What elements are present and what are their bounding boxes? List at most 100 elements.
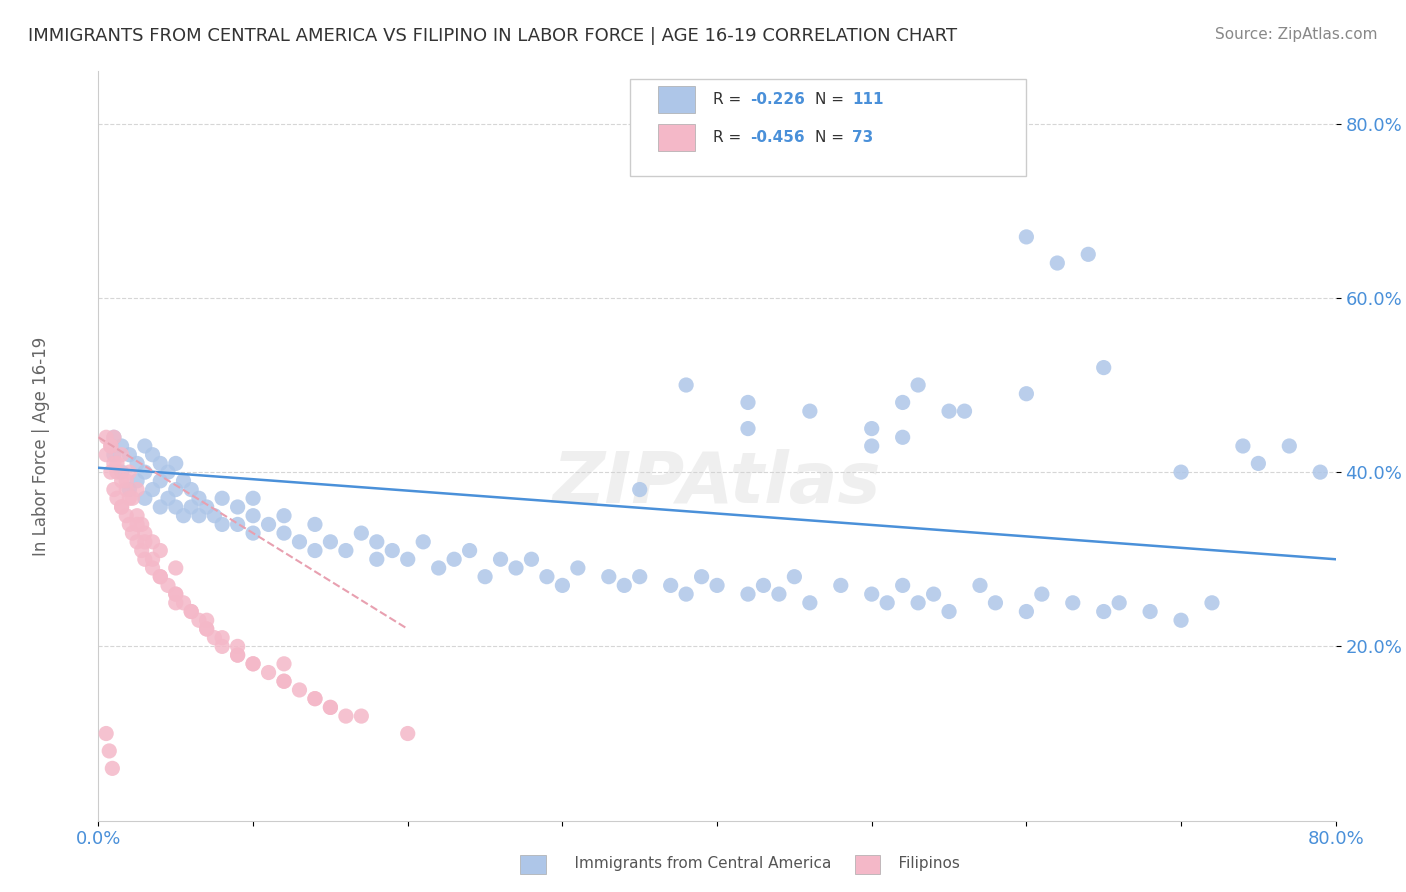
Point [907,378,929,392]
Point [675,587,697,601]
Point [180,483,202,497]
Text: 111: 111 [852,92,883,107]
Point [304,691,326,706]
Point [350,526,373,541]
Point [860,439,883,453]
Point [134,439,156,453]
Point [752,578,775,592]
Point [103,483,125,497]
Point [783,570,806,584]
Point [396,552,419,566]
Point [273,674,295,689]
Point [319,534,342,549]
Point [876,596,898,610]
Point [165,587,187,601]
Point [127,474,149,488]
Point [1232,439,1254,453]
Point [149,500,172,514]
Point [242,657,264,671]
Point [304,517,326,532]
Point [953,404,976,418]
Point [195,613,218,627]
Point [598,570,620,584]
Point [366,552,388,566]
Text: N =: N = [815,130,849,145]
Point [165,457,187,471]
Point [149,570,172,584]
Point [335,543,357,558]
Point [115,483,138,497]
Point [149,457,172,471]
Point [127,457,149,471]
Point [567,561,589,575]
Point [211,517,233,532]
Point [242,491,264,506]
Point [891,578,914,592]
Point [105,491,128,506]
Point [1092,605,1115,619]
Point [1062,596,1084,610]
Point [273,674,295,689]
Point [412,534,434,549]
Point [891,430,914,444]
Point [381,543,404,558]
Text: ZIPAtlas: ZIPAtlas [553,449,882,518]
Point [1309,465,1331,479]
Point [458,543,481,558]
Point [118,448,141,462]
Point [96,448,118,462]
Point [1247,457,1270,471]
Point [1015,230,1038,244]
Point [141,552,165,566]
Point [180,605,202,619]
Point [111,448,132,462]
Point [149,474,172,488]
Point [105,457,128,471]
Point [134,465,156,479]
Point [204,508,226,523]
Point [273,657,295,671]
Point [938,605,960,619]
Point [127,517,149,532]
Point [115,474,138,488]
Point [103,430,125,444]
Point [195,622,218,636]
Point [141,448,165,462]
Text: IMMIGRANTS FROM CENTRAL AMERICA VS FILIPINO IN LABOR FORCE | AGE 16-19 CORRELATI: IMMIGRANTS FROM CENTRAL AMERICA VS FILIP… [28,27,957,45]
Point [242,657,264,671]
Point [100,465,122,479]
Point [211,631,233,645]
Point [134,534,156,549]
Point [304,691,326,706]
Point [134,491,156,506]
Point [134,552,156,566]
Text: Source: ZipAtlas.com: Source: ZipAtlas.com [1215,27,1378,42]
Point [195,500,218,514]
Point [288,682,311,697]
Text: R =: R = [713,92,747,107]
Point [141,483,165,497]
Point [188,508,211,523]
Text: Filipinos: Filipinos [879,856,960,871]
Point [180,605,202,619]
Point [1015,605,1038,619]
Text: -0.226: -0.226 [751,92,806,107]
Point [1077,247,1099,261]
Point [922,587,945,601]
Point [1108,596,1130,610]
Point [165,587,187,601]
Point [768,587,790,601]
Point [115,508,138,523]
Point [111,500,132,514]
Point [860,587,883,601]
Point [180,500,202,514]
Point [1139,605,1161,619]
Point [288,534,311,549]
Y-axis label: In Labor Force | Age 16-19: In Labor Force | Age 16-19 [32,336,49,556]
Text: R =: R = [713,130,747,145]
Point [969,578,991,592]
Point [1201,596,1223,610]
Point [799,404,821,418]
Point [319,700,342,714]
Point [242,526,264,541]
